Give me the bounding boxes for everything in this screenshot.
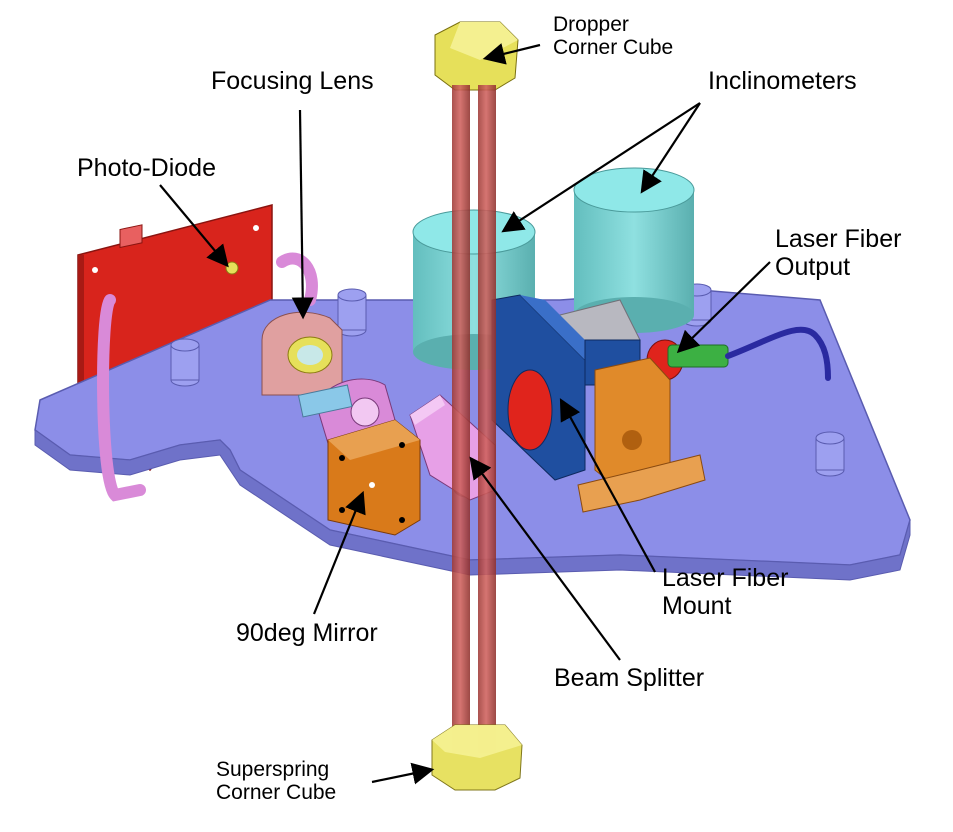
fiber-output-bracket — [577, 357, 706, 513]
label-inclinometers: Inclinometers — [708, 67, 857, 95]
leader-lines — [159, 43, 771, 785]
label-laser-fiber-mount: Laser Fiber Mount — [662, 564, 789, 620]
beam-tube-left — [452, 85, 470, 753]
arrow-mirror — [312, 490, 366, 615]
handle-left — [97, 294, 146, 502]
label-dropper: Dropper Corner Cube — [553, 13, 673, 59]
label-laser-fiber-output-line1: Laser Fiber — [775, 225, 902, 253]
label-laser-fiber-output: Laser Fiber Output — [775, 225, 902, 281]
arrow-inclinometer-right — [640, 102, 701, 194]
label-beam-splitter: Beam Splitter — [554, 664, 705, 692]
label-dropper-line2: Corner Cube — [553, 36, 674, 60]
label-focusing-lens: Focusing Lens — [211, 67, 374, 95]
handle-back — [276, 252, 318, 306]
arrow-beam-splitter — [469, 456, 621, 661]
mirror-90deg — [327, 419, 421, 536]
focusing-lens-mount — [261, 311, 343, 396]
label-superspring-line2: Corner Cube — [216, 781, 337, 805]
label-90deg-mirror: 90deg Mirror — [236, 619, 378, 647]
label-photo-diode: Photo-Diode — [77, 154, 216, 182]
arrow-dropper — [482, 43, 541, 65]
arrow-focusing-lens — [291, 109, 314, 320]
label-superspring-line1: Superspring — [216, 758, 330, 781]
label-laser-fiber-mount-line2: Mount — [662, 591, 732, 620]
arrow-superspring — [371, 762, 435, 785]
arrow-photo-diode — [159, 184, 229, 268]
label-laser-fiber-output-line2: Output — [775, 252, 851, 281]
beam-tube-right — [478, 85, 496, 753]
label-laser-fiber-mount-line1: Laser Fiber — [662, 564, 789, 592]
arrow-laser-fiber-output — [676, 261, 771, 354]
label-superspring: Superspring Corner Cube — [216, 758, 336, 804]
lens-cell — [297, 378, 396, 451]
arrow-inclinometer-left — [501, 102, 701, 233]
arrow-laser-fiber-mount — [559, 398, 656, 573]
dropper-corner-cube — [434, 21, 519, 91]
superspring-corner-cube — [431, 724, 523, 791]
label-dropper-line1: Dropper — [553, 13, 629, 36]
